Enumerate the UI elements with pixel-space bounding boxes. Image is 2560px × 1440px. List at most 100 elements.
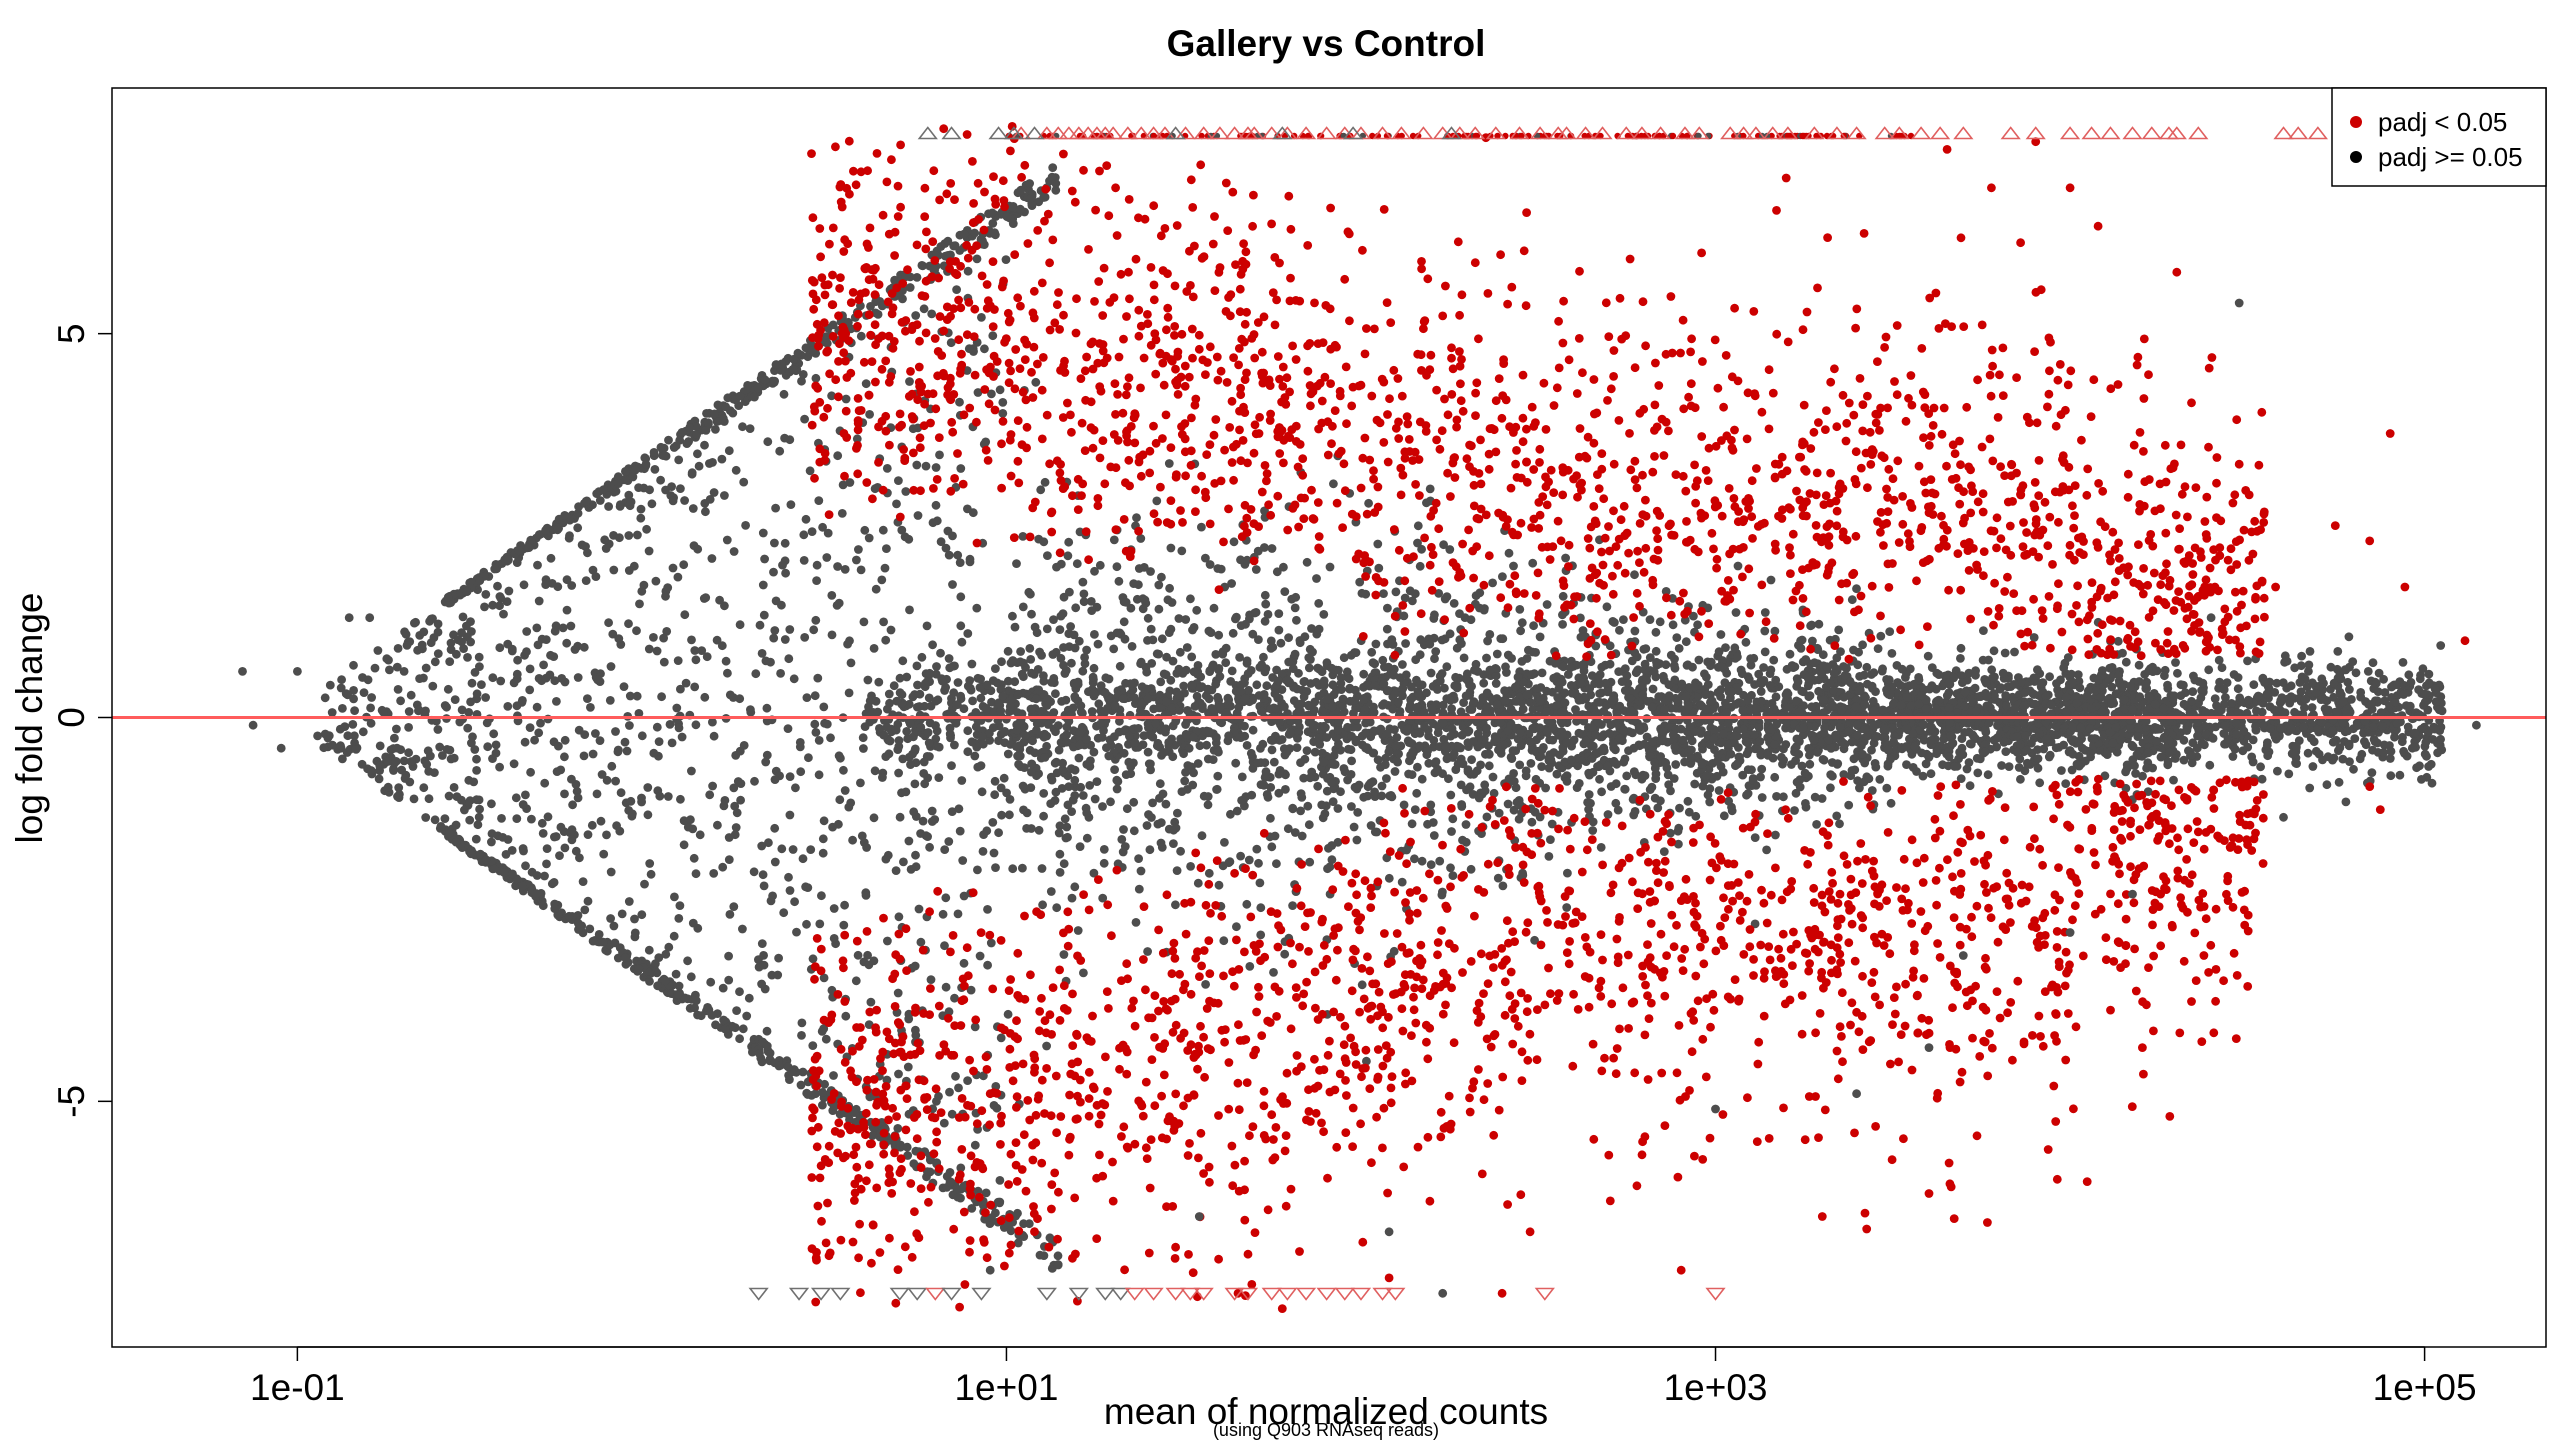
data-point [1562, 903, 1572, 912]
data-point [813, 673, 823, 683]
data-point [1772, 792, 1781, 801]
data-point [2338, 718, 2348, 728]
data-point [2398, 658, 2408, 667]
data-point [1253, 758, 1262, 768]
data-point [2214, 655, 2224, 665]
data-point [2198, 678, 2208, 688]
data-point [990, 790, 1000, 800]
data-point [2215, 677, 2225, 687]
data-point [2285, 698, 2295, 708]
data-point [941, 543, 951, 553]
data-point [1498, 881, 1508, 891]
data-point [475, 576, 485, 585]
data-point [514, 545, 524, 555]
data-point [1003, 749, 1013, 759]
data-point [1373, 539, 1383, 549]
data-point [779, 389, 789, 399]
data-point [668, 563, 678, 573]
data-point [1691, 811, 1701, 821]
data-point [2188, 738, 2198, 748]
data-point [320, 693, 330, 703]
data-point [1098, 802, 1107, 811]
data-point [910, 961, 920, 971]
data-point [1733, 561, 1743, 571]
data-point [1760, 647, 1770, 657]
data-point [692, 430, 701, 439]
data-point [1155, 690, 1165, 700]
data-point [450, 695, 460, 704]
data-point [1438, 887, 1447, 897]
data-point [1886, 798, 1896, 808]
data-point [1584, 790, 1594, 799]
data-point [1422, 498, 1431, 508]
data-point [616, 788, 626, 798]
data-point [568, 800, 577, 810]
data-point [547, 579, 557, 588]
data-point [1136, 866, 1146, 876]
data-point [1595, 774, 1604, 784]
data-point [754, 383, 763, 393]
data-point [551, 832, 561, 841]
data-point [2219, 684, 2229, 694]
data-point [389, 766, 398, 775]
data-point [1814, 686, 1823, 696]
data-point [1588, 826, 1598, 835]
data-point [459, 644, 468, 653]
data-point [718, 862, 728, 872]
data-point [1488, 578, 1497, 588]
data-point [1619, 757, 1629, 767]
data-point [383, 757, 393, 766]
data-point [1166, 543, 1176, 553]
data-point [2276, 696, 2286, 705]
data-point [691, 869, 701, 879]
data-point [911, 1025, 920, 1035]
data-point [350, 706, 359, 715]
data-point [1003, 1009, 1013, 1019]
data-point [541, 580, 551, 589]
data-point [1042, 624, 1052, 634]
data-point [1266, 636, 1276, 646]
data-point [1262, 790, 1272, 799]
data-point [689, 541, 699, 550]
data-point [701, 507, 710, 517]
data-point [1814, 619, 1824, 629]
data-point [1602, 602, 1612, 612]
data-point [513, 655, 522, 665]
data-point [1408, 596, 1417, 606]
data-point [667, 738, 677, 748]
data-point [759, 951, 768, 960]
data-point [996, 1033, 1006, 1043]
data-point [785, 886, 795, 895]
data-point [1073, 926, 1083, 935]
data-point [1410, 805, 1420, 814]
data-point [902, 1142, 912, 1152]
data-point [366, 703, 375, 713]
data-point [375, 741, 385, 751]
data-point [713, 400, 723, 410]
data-point [1328, 680, 1338, 690]
data-point [818, 834, 828, 844]
data-point [2189, 671, 2198, 681]
data-point [1558, 591, 1568, 601]
data-point [1243, 669, 1253, 678]
data-point [2280, 708, 2290, 718]
data-point [379, 707, 388, 717]
data-point [677, 732, 687, 742]
data-point [1166, 624, 1176, 634]
data-point [724, 855, 734, 864]
data-point [2338, 754, 2348, 764]
data-point [2122, 760, 2132, 770]
data-point [655, 791, 665, 801]
data-point [1558, 610, 1567, 620]
data-point [785, 625, 795, 634]
data-point [1417, 544, 1426, 554]
data-point [1022, 808, 1032, 818]
data-point [1267, 544, 1277, 553]
data-point [2193, 731, 2202, 741]
data-point [1115, 661, 1125, 671]
data-point [687, 766, 696, 776]
data-point [945, 1177, 955, 1187]
data-point [770, 538, 779, 548]
data-point [2263, 751, 2273, 761]
data-point [1370, 787, 1379, 797]
